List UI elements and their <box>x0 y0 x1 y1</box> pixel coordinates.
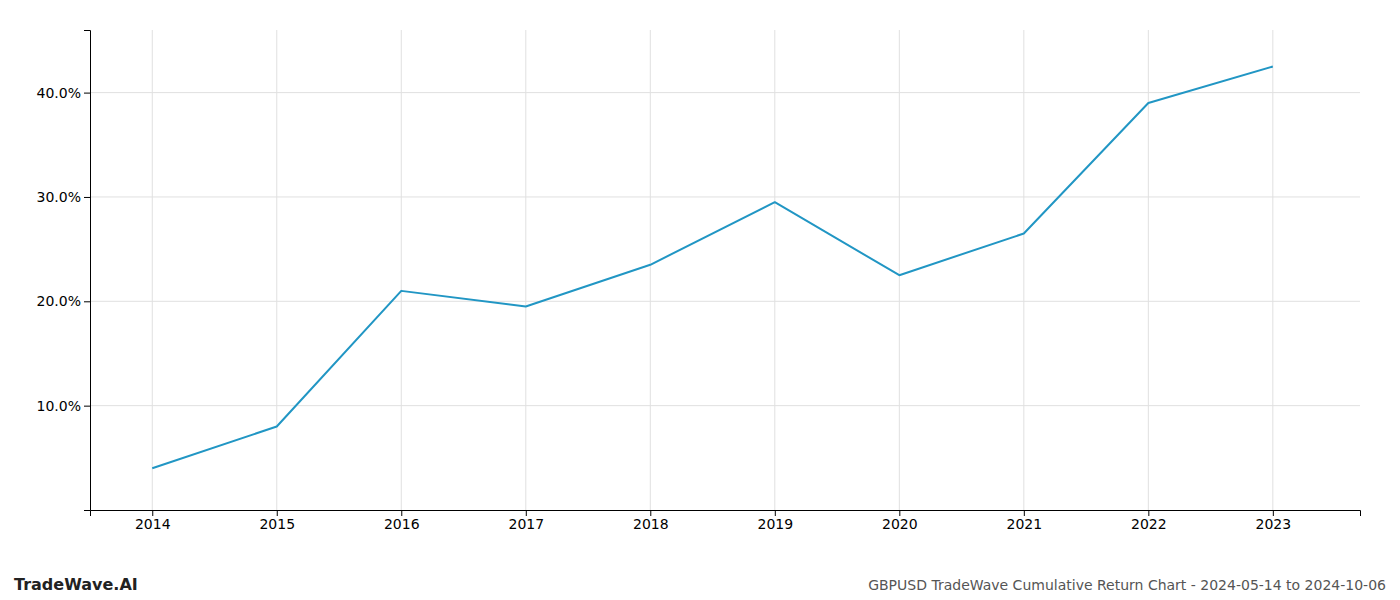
grid-line-x <box>774 30 775 510</box>
grid-line-x <box>899 30 900 510</box>
grid-line-x <box>276 30 277 510</box>
y-tick-label: 40.0% <box>37 85 81 101</box>
grid <box>90 30 1360 510</box>
y-tick-label: 30.0% <box>37 189 81 205</box>
y-tick: 20.0% <box>37 293 90 309</box>
x-tick: 2023 <box>1256 510 1292 532</box>
x-tick-label: 2019 <box>757 516 793 532</box>
x-tick: 2014 <box>135 510 171 532</box>
x-tick-label: 2018 <box>633 516 669 532</box>
y-tick-label: 20.0% <box>37 293 81 309</box>
x-tick: 2017 <box>508 510 544 532</box>
y-tick-mark <box>84 197 90 198</box>
grid-line-y <box>90 405 1360 406</box>
x-tick: 2016 <box>384 510 420 532</box>
x-tick: 2020 <box>882 510 918 532</box>
y-tick-mark <box>84 301 90 302</box>
x-tick-label: 2023 <box>1256 516 1292 532</box>
y-tick-mark <box>84 406 90 407</box>
grid-line-x <box>401 30 402 510</box>
y-axis: 10.0% 20.0% 30.0% 40.0% <box>37 31 91 511</box>
x-tick-label: 2017 <box>508 516 544 532</box>
grid-line-y <box>90 196 1360 197</box>
grid-line-x <box>525 30 526 510</box>
grid-line-x <box>1023 30 1024 510</box>
grid-line-y <box>90 301 1360 302</box>
x-tick: 2022 <box>1131 510 1167 532</box>
y-tick-mark <box>84 93 90 94</box>
grid-line-x <box>1272 30 1273 510</box>
x-tick: 2019 <box>757 510 793 532</box>
plot-area <box>152 67 1273 469</box>
y-tick: 30.0% <box>37 189 90 205</box>
y-tick: 40.0% <box>37 85 90 101</box>
x-tick-label: 2021 <box>1007 516 1043 532</box>
x-tick-label: 2014 <box>135 516 171 532</box>
y-axis-line <box>84 31 91 511</box>
y-tick: 10.0% <box>37 398 90 414</box>
y-tick-label: 10.0% <box>37 398 81 414</box>
grid-line-y <box>90 92 1360 93</box>
x-tick-label: 2022 <box>1131 516 1167 532</box>
watermark: TradeWave.AI <box>14 575 138 594</box>
chart-title: GBPUSD TradeWave Cumulative Return Chart… <box>868 577 1386 593</box>
x-axis: 2014 2015 2016 2017 2018 2019 2020 2021 2022 2023 <box>91 510 1361 532</box>
x-tick: 2015 <box>259 510 295 532</box>
data-line <box>152 67 1273 469</box>
chart-container: 2014 2015 2016 2017 2018 2019 2020 2021 2022 2023… <box>0 0 1400 600</box>
grid-line-x <box>152 30 153 510</box>
x-tick-label: 2016 <box>384 516 420 532</box>
chart-svg: 2014 2015 2016 2017 2018 2019 2020 2021 2022 2023… <box>0 0 1400 600</box>
x-tick: 2021 <box>1007 510 1043 532</box>
x-tick: 2018 <box>633 510 669 532</box>
grid-line-x <box>650 30 651 510</box>
x-tick-label: 2020 <box>882 516 918 532</box>
x-tick-label: 2015 <box>259 516 295 532</box>
